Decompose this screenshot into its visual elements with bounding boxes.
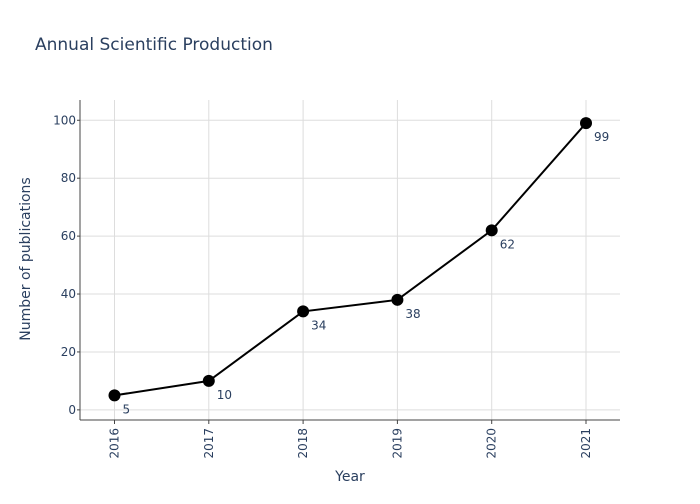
data-point-2016 <box>108 389 121 402</box>
data-point-2021 <box>580 117 592 130</box>
labels-layer: 5 10 34 38 62 99 <box>123 130 610 416</box>
axes-layer <box>79 100 620 421</box>
y-tick-label-80: 80 <box>61 171 76 185</box>
grid-layer <box>80 100 620 420</box>
data-label-2019: 38 <box>405 307 420 321</box>
x-tick-label-2019: 2019 <box>390 428 404 459</box>
data-label-2021: 99 <box>594 130 609 144</box>
y-tick-label-0: 0 <box>68 403 76 417</box>
x-tick-label-2020: 2020 <box>485 428 499 459</box>
data-label-2020: 62 <box>500 237 515 251</box>
x-tick-label-2021: 2021 <box>579 428 593 459</box>
chart-title: Annual Scientific Production <box>35 35 273 55</box>
y-tick-label-20: 20 <box>61 345 76 359</box>
y-tick-label-100: 100 <box>53 113 76 127</box>
x-tick-label-2018: 2018 <box>296 428 310 459</box>
data-label-2018: 34 <box>311 318 326 332</box>
x-axis-title: Year <box>334 469 365 485</box>
y-axis-title: Number of publications <box>18 177 34 340</box>
data-point-2018 <box>297 305 310 318</box>
data-point-2019 <box>391 293 404 306</box>
x-tick-label-2016: 2016 <box>108 428 122 459</box>
ticks-layer: 0 20 40 60 80 100 2016 2017 2018 2019 2020 2021 <box>53 113 593 458</box>
data-point-2020 <box>485 224 498 237</box>
data-point-2017 <box>202 374 215 387</box>
y-tick-label-40: 40 <box>61 287 76 301</box>
data-label-2016: 5 <box>123 402 131 416</box>
series-layer <box>108 117 592 402</box>
y-tick-label-60: 60 <box>61 229 76 243</box>
x-tick-label-2017: 2017 <box>202 428 216 459</box>
series-line <box>114 122 587 397</box>
data-label-2017: 10 <box>217 388 232 402</box>
